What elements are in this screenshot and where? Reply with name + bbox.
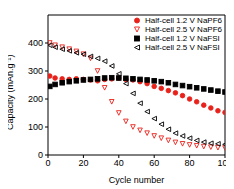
html-text:Half-cell 2.5 V NaPF6: Half-cell 2.5 V NaPF6	[145, 25, 222, 34]
svg-text:100: 100	[28, 122, 43, 132]
svg-text:Cycle number: Cycle number	[109, 175, 165, 185]
html-text:Half-cell 1.2 V NaPF6: Half-cell 1.2 V NaPF6	[145, 16, 222, 25]
svg-text:400: 400	[28, 38, 43, 48]
svg-text:40: 40	[114, 158, 124, 168]
svg-text:Capacity (mAh.g⁻¹): Capacity (mAh.g⁻¹)	[8, 54, 15, 130]
svg-text:300: 300	[28, 66, 43, 76]
svg-text:100: 100	[217, 158, 226, 168]
html-text:Half-cell 1.2 V NaFSI: Half-cell 1.2 V NaFSI	[145, 34, 220, 43]
svg-text:60: 60	[149, 158, 159, 168]
svg-text:20: 20	[78, 158, 88, 168]
svg-text:200: 200	[28, 94, 43, 104]
svg-text:0: 0	[38, 150, 43, 160]
svg-text:80: 80	[185, 158, 195, 168]
svg-text:0: 0	[45, 158, 50, 168]
html-text:Half-cell 2.5 V NaFSI: Half-cell 2.5 V NaFSI	[145, 43, 220, 52]
